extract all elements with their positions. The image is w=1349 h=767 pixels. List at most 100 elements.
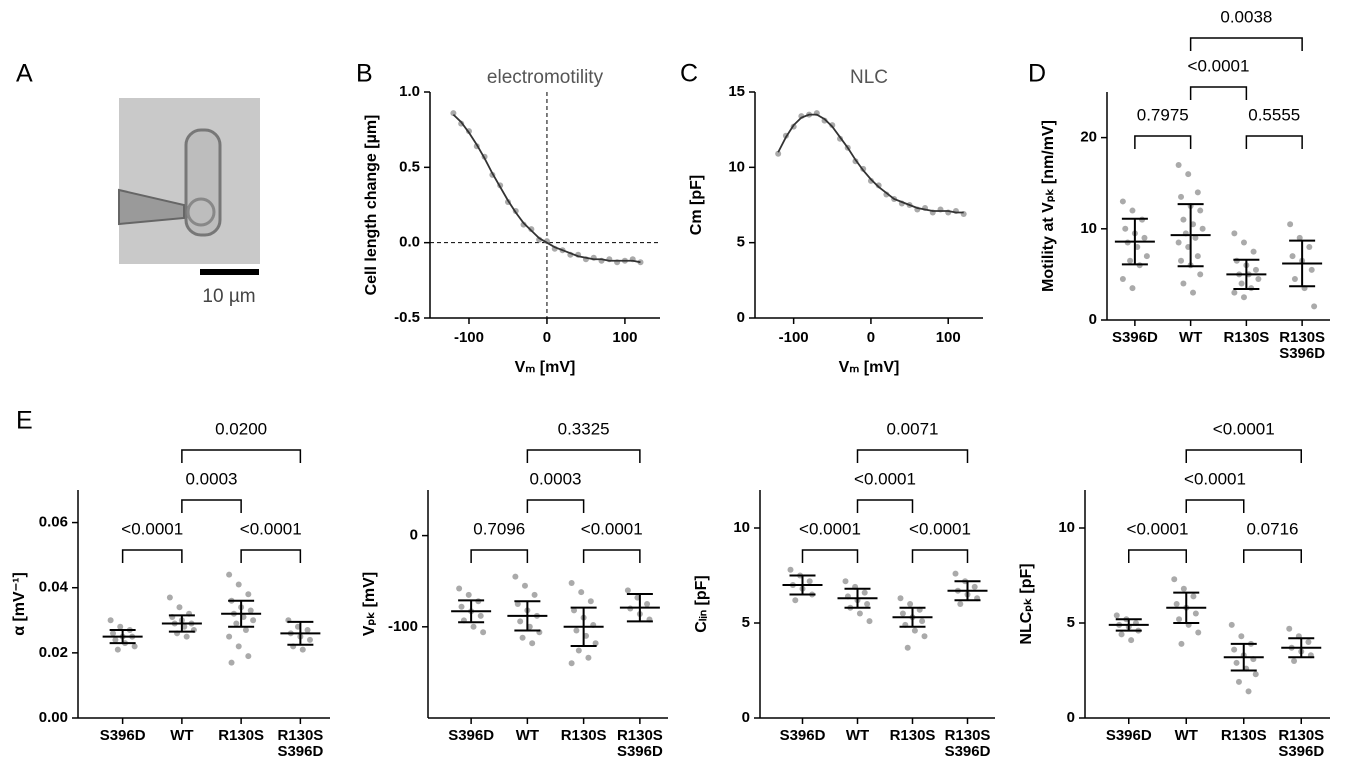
- x-tick-label-box: WT: [516, 728, 539, 744]
- data-point: [306, 636, 313, 643]
- data-point: [1128, 637, 1135, 644]
- data-point: [299, 646, 306, 653]
- data-point: [624, 587, 631, 594]
- x-tick-label-box: R130S S396D: [616, 728, 663, 760]
- x-tick-label: S396D: [448, 728, 495, 744]
- data-point: [1119, 275, 1126, 282]
- p-value: 0.0200: [215, 419, 267, 438]
- data-point: [883, 191, 890, 198]
- data-point: [568, 660, 575, 667]
- data-point: [1199, 225, 1206, 232]
- y-tick-label: 0.0: [399, 234, 420, 251]
- p-value: <0.0001: [240, 519, 302, 538]
- data-point: [114, 646, 121, 653]
- data-point: [957, 601, 964, 607]
- data-point: [861, 589, 868, 596]
- data-point: [131, 643, 138, 650]
- data-point: [1127, 257, 1134, 264]
- y-tick-label: 10: [1058, 519, 1075, 536]
- data-point: [245, 653, 252, 660]
- y-axis-title: Vₚₖ [mV]: [361, 572, 378, 636]
- data-point: [1192, 234, 1199, 241]
- p-value: 0.0003: [186, 469, 238, 488]
- data-point: [226, 633, 233, 640]
- y-tick-label: 10: [733, 519, 750, 536]
- x-tick-label: WT: [845, 728, 870, 744]
- data-point: [1180, 216, 1187, 223]
- data-point: [477, 612, 484, 619]
- x-tick-label-box: WT: [1179, 330, 1202, 346]
- y-axis-title: Cₗᵢₙ [pF]: [693, 575, 710, 633]
- p-value: 0.3325: [558, 419, 610, 438]
- significance-bracket: [1185, 499, 1245, 513]
- y-tick-label: 15: [728, 83, 745, 100]
- data-point: [1308, 266, 1315, 273]
- data-point: [919, 618, 926, 625]
- p-value: <0.0001: [1184, 469, 1246, 488]
- x-tick-label-box: WT: [1175, 728, 1198, 744]
- data-point: [1311, 303, 1318, 310]
- x-tick-label: R130S S396D: [616, 728, 663, 760]
- y-tick-label: 0.00: [39, 709, 68, 726]
- data-point: [587, 598, 594, 605]
- y-axis-title: α [mV⁻¹]: [11, 572, 28, 636]
- data-point: [1194, 189, 1201, 196]
- x-tick-label: R130S: [1220, 728, 1267, 744]
- significance-bracket: [856, 499, 914, 513]
- data-point: [644, 601, 651, 607]
- data-point: [575, 647, 582, 654]
- data-point: [519, 634, 526, 641]
- data-point: [921, 633, 928, 640]
- data-point: [1235, 678, 1242, 685]
- x-tick-label: R130S S396D: [1279, 330, 1326, 362]
- data-point: [247, 607, 254, 614]
- data-point: [1197, 271, 1204, 278]
- data-point: [176, 604, 183, 611]
- data-point: [867, 177, 874, 184]
- x-tick-label-box: WT: [170, 728, 193, 744]
- data-point: [450, 110, 457, 117]
- data-point: [578, 589, 585, 596]
- p-value: <0.0001: [909, 519, 971, 538]
- x-tick-label: R130S S396D: [944, 728, 991, 760]
- significance-bracket: [911, 549, 969, 563]
- data-point: [235, 581, 242, 588]
- data-point: [480, 629, 487, 636]
- y-axis-title: Cm [pF]: [688, 175, 705, 235]
- data-point: [250, 617, 257, 624]
- y-axis-title: NLCₚₖ [pF]: [1018, 563, 1035, 644]
- y-tick-label: 10: [1080, 220, 1097, 237]
- data-point: [517, 618, 524, 625]
- y-tick-label: 5: [1067, 614, 1075, 631]
- data-point: [1240, 239, 1247, 246]
- data-point: [1231, 230, 1238, 237]
- x-tick-label-box: S396D: [1105, 728, 1152, 744]
- x-tick-label-box: R130S S396D: [277, 728, 323, 760]
- x-tick-label-box: WT: [845, 728, 870, 744]
- x-tick-label: 100: [936, 329, 961, 346]
- x-tick-label: R130S: [1223, 330, 1270, 346]
- x-tick-label: S396D: [1105, 728, 1152, 744]
- significance-bracket: [526, 499, 585, 513]
- panel-letter: A: [16, 60, 33, 88]
- y-tick-label: -100: [388, 618, 418, 635]
- data-point: [952, 570, 959, 577]
- y-tick-label: 1.0: [399, 83, 420, 100]
- data-point: [1178, 193, 1185, 200]
- data-point: [1238, 280, 1245, 287]
- y-tick-label: 10: [728, 158, 745, 175]
- p-value: 0.7975: [1137, 105, 1189, 124]
- data-point: [971, 583, 978, 590]
- p-value: <0.0001: [854, 469, 916, 488]
- significance-bracket: [181, 449, 302, 463]
- data-point: [775, 150, 782, 157]
- p-value: 0.0038: [1220, 7, 1272, 26]
- data-point: [183, 633, 190, 640]
- data-point: [1252, 671, 1259, 678]
- data-point: [521, 582, 528, 589]
- significance-bracket: [801, 549, 859, 563]
- significance-bracket: [1189, 37, 1303, 51]
- data-point: [112, 636, 119, 643]
- data-point: [304, 627, 311, 634]
